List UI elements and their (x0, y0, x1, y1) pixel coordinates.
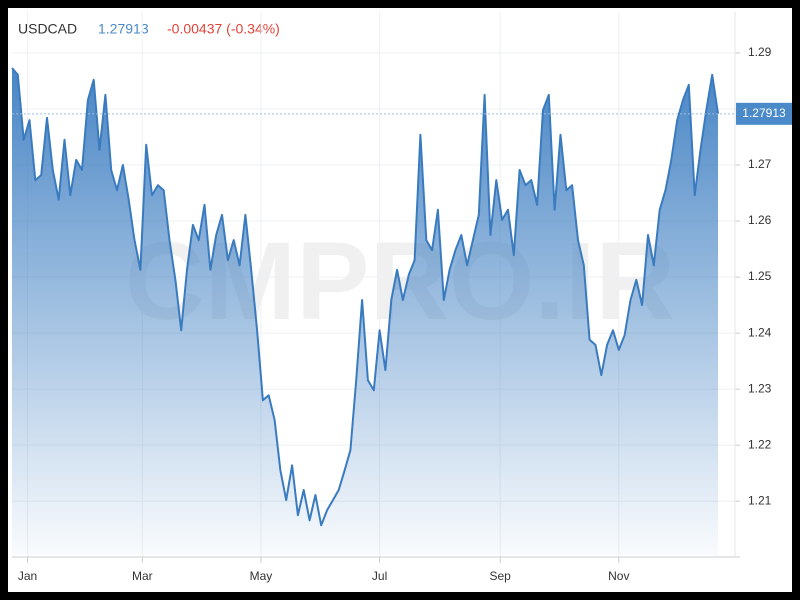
y-tick-label: 1.25 (748, 269, 772, 283)
price-line (11, 67, 719, 527)
price-tag: 1.27913 (742, 106, 786, 120)
symbol: USDCAD (18, 21, 77, 37)
x-tick-label: Mar (132, 569, 153, 583)
y-tick-label: 1.21 (748, 493, 772, 507)
x-tick-label: May (250, 569, 273, 583)
x-tick-label: Sep (489, 569, 511, 583)
y-tick-label: 1.26 (748, 213, 772, 227)
y-tick-label: 1.27 (748, 157, 772, 171)
x-tick-label: Jan (18, 569, 37, 583)
area-fill (12, 68, 718, 555)
change: -0.00437 (-0.34%) (167, 21, 280, 37)
y-tick-label: 1.29 (748, 45, 772, 59)
y-tick-label: 1.24 (748, 325, 772, 339)
price: 1.27913 (98, 21, 149, 37)
price-tag-box (736, 102, 792, 125)
x-tick-label: Jul (372, 569, 387, 583)
y-tick-label: 1.22 (748, 437, 772, 451)
x-tick-label: Nov (608, 569, 629, 583)
y-tick-label: 1.23 (748, 381, 772, 395)
